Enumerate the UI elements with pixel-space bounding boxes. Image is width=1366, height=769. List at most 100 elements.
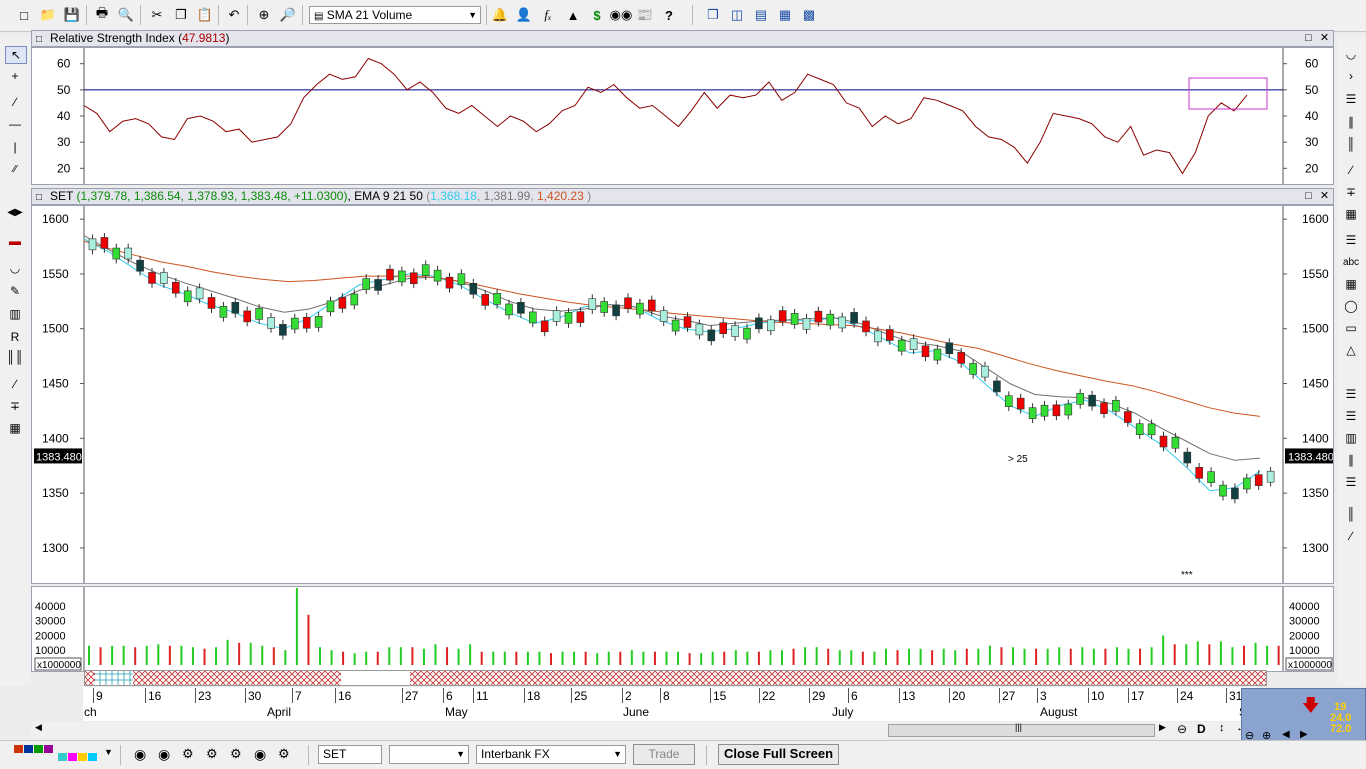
- palette-swatch[interactable]: [68, 753, 77, 761]
- arc-tool-icon[interactable]: ◡: [1345, 47, 1357, 61]
- provider-combo[interactable]: Interbank FX ▼: [476, 745, 626, 764]
- cycle-tool-icon[interactable]: ║║: [6, 350, 24, 364]
- snapshot-icon[interactable]: ▩: [802, 7, 816, 22]
- window-cascade-icon[interactable]: ❐: [707, 7, 719, 22]
- timeframe-combo[interactable]: ▼: [389, 745, 469, 764]
- tree-icon[interactable]: ▲: [566, 7, 580, 23]
- close-icon[interactable]: ✕: [1319, 32, 1330, 44]
- robot-icon[interactable]: ⚙: [230, 746, 242, 761]
- new-file-icon[interactable]: □: [20, 7, 28, 23]
- palette-swatch[interactable]: [14, 745, 23, 753]
- fibo-tool-icon[interactable]: ☰: [1345, 233, 1357, 247]
- flag-tool-icon[interactable]: ▬: [9, 234, 21, 248]
- text-tool-icon[interactable]: abc: [1342, 256, 1360, 268]
- hlines-tool-icon[interactable]: ☰: [1345, 92, 1357, 106]
- binoculars-icon[interactable]: ◉◉: [609, 7, 633, 22]
- dollar-icon[interactable]: $: [593, 7, 601, 23]
- chart-window-icon[interactable]: ◉: [158, 746, 171, 762]
- symbol-input[interactable]: SET: [318, 745, 382, 764]
- parallel-lines-tool-icon[interactable]: ∥: [1348, 453, 1354, 467]
- grid-icon[interactable]: ▦: [778, 7, 792, 22]
- zoom-icon[interactable]: 🔎: [279, 7, 297, 22]
- palette-swatch[interactable]: [78, 753, 87, 761]
- print-icon[interactable]: 🖶: [95, 5, 109, 20]
- pattern-tool-icon[interactable]: ▦: [1345, 207, 1357, 221]
- price-chart-area[interactable]: 1600 1600 1550 1550 1500 1500 1450 1450 1400 1400…: [31, 205, 1334, 584]
- pen-tool-icon[interactable]: ✎: [9, 284, 21, 298]
- horizontal-scrollbar[interactable]: ◀ ||| ▶ ⊖ D ↕ ↔: [31, 722, 1247, 738]
- color-palette[interactable]: [14, 745, 100, 761]
- chart-window-icon[interactable]: ◉: [134, 746, 147, 762]
- channel-tool-icon[interactable]: ▥: [9, 307, 21, 321]
- copy-icon[interactable]: ❐: [175, 7, 187, 22]
- rectangle-tool-icon[interactable]: ▭: [1345, 321, 1357, 335]
- regression-tool-icon[interactable]: R: [10, 330, 20, 344]
- zoom-out-icon[interactable]: ⊖: [1177, 722, 1188, 736]
- function-icon[interactable]: fₓ: [544, 7, 552, 22]
- open-folder-icon[interactable]: 📁: [39, 7, 57, 22]
- bell-icon[interactable]: 🔔: [491, 7, 509, 22]
- gann-grid-tool-icon[interactable]: ▦: [9, 421, 21, 435]
- channel-tool-icon[interactable]: ▥: [1345, 431, 1357, 445]
- arc-tool-icon[interactable]: ◡: [9, 261, 21, 275]
- fan-tool-icon[interactable]: ∓: [1345, 185, 1357, 199]
- vertical-resize-icon[interactable]: ↕: [1219, 722, 1225, 734]
- scroll-right-icon[interactable]: ▶: [1159, 722, 1166, 732]
- line-tool-icon[interactable]: ∕: [1349, 529, 1352, 543]
- print-preview-icon[interactable]: 🔍: [117, 7, 135, 22]
- nav-left-icon[interactable]: ◀: [1282, 729, 1290, 740]
- trendline-tool-icon[interactable]: ∕: [13, 95, 16, 109]
- fibo-levels-tool-icon[interactable]: ☰: [1345, 409, 1357, 423]
- cycles-tool-icon[interactable]: ║: [1346, 507, 1356, 521]
- palette-swatch[interactable]: [24, 745, 33, 753]
- zoom-in-icon[interactable]: ⊕: [1262, 730, 1272, 742]
- scroll-tool-icon[interactable]: ◀▶: [7, 206, 23, 218]
- robot-icon[interactable]: ⚙: [278, 746, 290, 761]
- pointer-tool-icon[interactable]: ↖: [5, 46, 27, 64]
- palette-swatch[interactable]: [34, 745, 43, 753]
- news-icon[interactable]: 📰: [636, 7, 654, 22]
- person-icon[interactable]: 👤: [515, 7, 533, 22]
- nav-right-icon[interactable]: ▶: [1300, 729, 1308, 740]
- save-icon[interactable]: 💾: [63, 7, 81, 22]
- vlines-tool-icon[interactable]: ║: [1346, 137, 1356, 151]
- rsi-chart-area[interactable]: 60 60 50 50 40 40 30 30 20 20: [31, 47, 1334, 185]
- tile-vertical-icon[interactable]: ◫: [730, 7, 744, 22]
- crosshair-tool-icon[interactable]: +: [11, 69, 19, 83]
- arrow-right-tool-icon[interactable]: ›: [1349, 69, 1353, 83]
- trendline-tool-icon[interactable]: ∕: [1349, 163, 1352, 177]
- maximize-icon[interactable]: □: [1305, 190, 1312, 202]
- help-icon[interactable]: ?: [665, 7, 673, 23]
- undo-icon[interactable]: ↶: [228, 7, 240, 22]
- triangle-tool-icon[interactable]: △: [1346, 343, 1356, 357]
- chevron-down-icon[interactable]: ▼: [104, 747, 113, 757]
- indicator-combo[interactable]: ▤ SMA 21 Volume ▼: [309, 6, 481, 24]
- ellipse-tool-icon[interactable]: ◯: [1344, 299, 1358, 313]
- fibonacci-tool-icon[interactable]: ∕⁄: [13, 163, 17, 175]
- table-tool-icon[interactable]: ▦: [1345, 277, 1357, 291]
- gann-lines-tool-icon[interactable]: ☰: [1345, 475, 1357, 489]
- period-label[interactable]: D: [1197, 722, 1206, 736]
- volume-chart-area[interactable]: 40000 40000 30000 30000 20000 20000 10000 10000…: [31, 586, 1334, 672]
- robot-icon[interactable]: ⚙: [182, 746, 194, 761]
- parallel-tool-icon[interactable]: ∥: [1348, 115, 1354, 129]
- palette-swatch[interactable]: [44, 745, 53, 753]
- robot-icon[interactable]: ⚙: [206, 746, 218, 761]
- scroll-left-icon[interactable]: ◀: [35, 722, 42, 732]
- palette-swatch[interactable]: [88, 753, 97, 761]
- paste-icon[interactable]: 📋: [196, 7, 214, 22]
- close-icon[interactable]: ✕: [1319, 190, 1330, 202]
- crosshair-icon[interactable]: ⊕: [258, 7, 270, 22]
- cut-icon[interactable]: ✂: [151, 7, 163, 22]
- maximize-icon[interactable]: □: [1305, 32, 1312, 44]
- fan-tool-icon[interactable]: ∓: [9, 399, 21, 413]
- horizontal-line-tool-icon[interactable]: —: [9, 117, 21, 131]
- scrollbar-thumb[interactable]: |||: [888, 722, 1155, 737]
- tile-horizontal-icon[interactable]: ▤: [754, 7, 768, 22]
- hlines-tool-icon[interactable]: ☰: [1345, 387, 1357, 401]
- trade-button[interactable]: Trade: [633, 744, 695, 765]
- mini-navigator[interactable]: 🡇 ⊖ ⊕ ◀ ▶ 19 24.0 72.0: [1241, 688, 1366, 746]
- palette-swatch[interactable]: [58, 753, 67, 761]
- chart-window-icon[interactable]: ◉: [254, 746, 267, 762]
- line-tool-icon[interactable]: ∕: [13, 377, 16, 391]
